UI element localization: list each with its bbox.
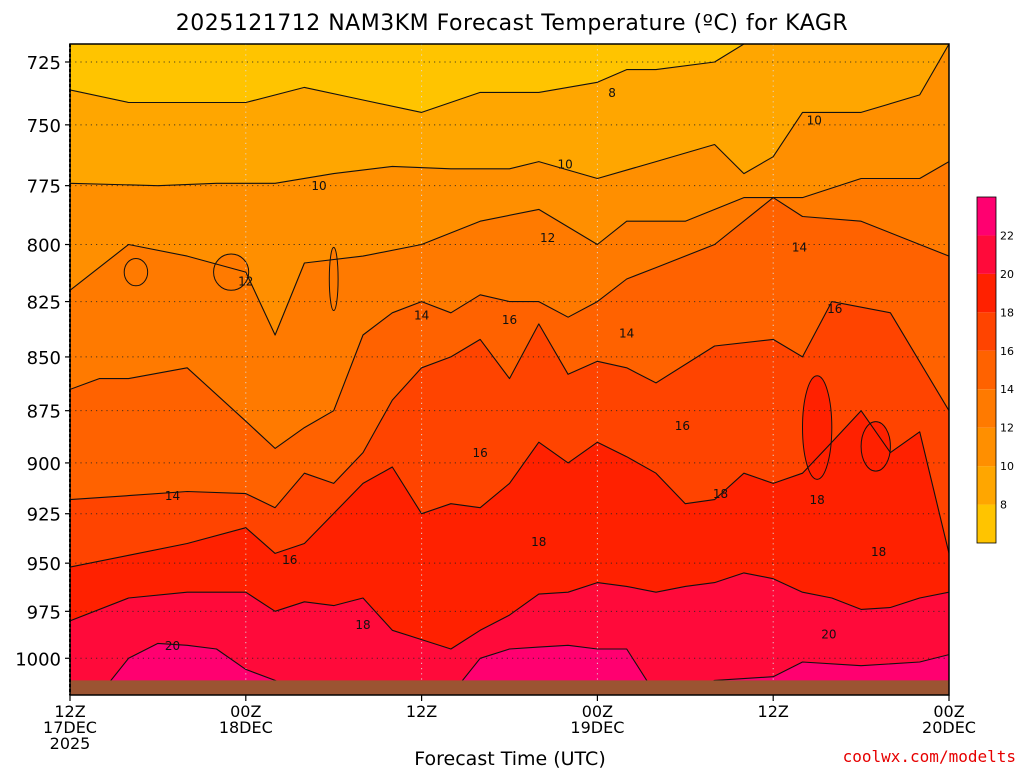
y-tick-label: 975 [27, 602, 61, 623]
contour-lines [70, 44, 949, 695]
y-tick-label: 925 [27, 505, 61, 526]
contour-label: 8 [608, 86, 616, 100]
temperature-band-10-12 [70, 44, 949, 335]
isotherm-16 [70, 410, 949, 568]
x-tick-label: 00Z [933, 702, 964, 721]
x-tick-label: 19DEC [570, 718, 624, 737]
contour-label: 14 [414, 309, 429, 323]
contour-label: 10 [311, 179, 326, 193]
isotherm-14 [70, 301, 949, 509]
colorbar-tick-label: 14 [1000, 383, 1014, 396]
contour-label: 18 [871, 545, 886, 559]
colorbar-tick-label: 18 [1000, 306, 1014, 319]
contour-pocket [802, 375, 833, 480]
contour-label: 18 [355, 618, 370, 632]
temperature-band-12-14 [70, 161, 949, 449]
y-tick-label: 800 [27, 236, 61, 257]
plot-area [70, 44, 949, 695]
colorbar-bin [977, 389, 996, 428]
colorbar: 8 10 12 14 16 18 20 22 [976, 196, 1014, 544]
axes: 725 750 775 800 825 850 875 900 925 950 975 1000 12Z… [15, 43, 976, 753]
x-tick-label: 20DEC [922, 718, 976, 737]
colorbar-tick-label: 16 [1000, 345, 1014, 358]
contour-label: 18 [810, 493, 825, 507]
temperature-band-20-22 [70, 572, 949, 695]
contour-label: 20 [821, 628, 836, 642]
temperature-band-8-10 [70, 44, 949, 186]
contour-label: 12 [540, 231, 555, 245]
y-tick-label: 750 [27, 116, 61, 137]
contour-label: 18 [531, 535, 546, 549]
colorbar-bin [977, 427, 996, 467]
y-tick-label: 1000 [15, 649, 61, 670]
colorbar-bin [977, 273, 996, 313]
colorbar-bin [977, 466, 996, 505]
x-tick-label: 2025 [50, 734, 91, 753]
temperature-band-6-8 [70, 44, 949, 113]
colorbar-tick-label: 10 [1000, 460, 1014, 473]
contour-label: 18 [713, 487, 728, 501]
colorbar-bin [977, 504, 996, 543]
y-tick-label: 775 [27, 177, 61, 198]
colorbar-tick-label: 22 [1000, 229, 1014, 242]
contour-label: 10 [558, 157, 573, 171]
colorbar-bin [977, 312, 996, 351]
contour-label: 16 [282, 553, 297, 567]
x-tick-label: 00Z [230, 702, 261, 721]
temperature-band-14-16 [70, 197, 949, 508]
contour-labels: 8 10 10 10 12 14 12 16 14 16 14 16 16 14 18 18 18 16 18 18 2… [165, 86, 886, 653]
isotherm-12 [70, 197, 949, 449]
contour-label: 14 [619, 326, 634, 340]
watermark: coolwx.com/modelts [843, 747, 1016, 766]
x-tick-label: 12Z [406, 702, 437, 721]
colorbar-bin [977, 350, 996, 390]
contour-label: 10 [807, 113, 822, 127]
colorbar-tick-label: 20 [1000, 268, 1014, 281]
contour-pocket [860, 421, 891, 472]
x-tick-label: 00Z [582, 702, 613, 721]
temperature-band-16-18 [70, 301, 949, 568]
contour-pocket [328, 246, 339, 312]
x-tick-label: 18DEC [219, 718, 273, 737]
chart-title: 2025121712 NAM3KM Forecast Temperature (… [176, 11, 848, 36]
isotherm-8 [70, 44, 949, 187]
isotherm-10 [70, 161, 949, 336]
y-tick-label: 725 [27, 53, 61, 74]
y-tick-label: 950 [27, 554, 61, 575]
colorbar-tick-label: 8 [1000, 499, 1007, 512]
contour-label: 16 [473, 446, 488, 460]
y-tick-label: 850 [27, 348, 61, 369]
contour-label: 20 [165, 639, 180, 653]
contour-label: 16 [502, 313, 517, 327]
isotherm-18 [70, 572, 949, 650]
contour-label: 12 [238, 275, 253, 289]
colorbar-bin [977, 197, 996, 236]
x-tick-label: 17DEC [43, 718, 97, 737]
contour-label: 16 [675, 419, 690, 433]
isotherm-20 [70, 642, 949, 695]
contour-pocket [213, 253, 250, 291]
colorbar-frame [976, 196, 997, 544]
x-tick-label: 12Z [758, 702, 789, 721]
contour-label: 14 [792, 240, 807, 254]
temperature-band-18-20 [70, 410, 949, 649]
y-tick-label: 900 [27, 454, 61, 475]
colorbar-tick-label: 12 [1000, 422, 1014, 435]
isotherm-6 [70, 44, 949, 113]
terrain-surface [70, 680, 949, 695]
contour-label: 16 [827, 302, 842, 316]
y-tick-label: 875 [27, 402, 61, 423]
x-axis-label: Forecast Time (UTC) [414, 748, 605, 768]
x-tick-label: 12Z [54, 702, 85, 721]
contour-pocket [123, 257, 149, 287]
colorbar-bin [977, 235, 996, 274]
grid-lines [69, 44, 950, 695]
contour-label: 14 [165, 489, 180, 503]
y-tick-label: 825 [27, 293, 61, 314]
ground-surface [70, 680, 949, 695]
